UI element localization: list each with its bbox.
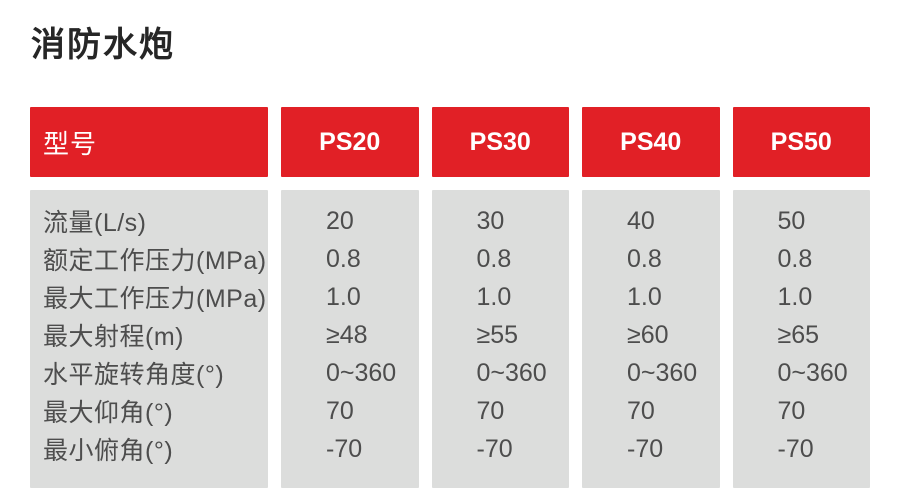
param-value: 1.0 <box>476 282 512 311</box>
param-value: 0.8 <box>476 244 512 273</box>
param-value: 70 <box>777 396 806 425</box>
param-value: ≥55 <box>476 320 519 349</box>
param-value: 70 <box>476 396 505 425</box>
param-value: 50 <box>777 206 806 235</box>
param-value: 0.8 <box>627 244 662 273</box>
param-value: ≥48 <box>326 320 368 349</box>
param-value: -70 <box>627 434 664 463</box>
param-value: 1.0 <box>627 282 662 311</box>
page-title: 消防水炮 <box>31 26 175 64</box>
values-column-ps40: 40 0.8 1.0 ≥60 0~360 70 -70 <box>582 190 720 488</box>
values-column-ps50: 50 0.8 1.0 ≥65 0~360 70 -70 <box>732 190 870 488</box>
param-value: 40 <box>627 206 655 235</box>
header-cell-ps20: PS20 <box>281 107 419 177</box>
param-value: 0.8 <box>326 244 361 273</box>
param-value: 30 <box>476 206 505 235</box>
param-value: 70 <box>627 396 655 425</box>
param-value: 0~360 <box>627 358 698 387</box>
param-value: ≥60 <box>627 320 669 349</box>
param-value: 1.0 <box>326 282 361 311</box>
param-value: 0~360 <box>777 358 848 387</box>
param-label: 额定工作压力(MPa) <box>43 247 267 275</box>
param-value: -70 <box>476 434 513 463</box>
param-value: 0~360 <box>476 358 547 387</box>
header-cell-ps30: PS30 <box>431 107 569 177</box>
param-label: 最大工作压力(MPa) <box>43 285 267 313</box>
param-labels-column: 流量(L/s) 额定工作压力(MPa) 最大工作压力(MPa) 最大射程(m) 水平旋转… <box>30 190 268 488</box>
param-value: -70 <box>777 434 814 463</box>
param-label: 流量(L/s) <box>43 209 147 237</box>
param-value: 1.0 <box>777 282 813 311</box>
param-value: 0~360 <box>326 358 397 387</box>
param-label: 水平旋转角度(°) <box>43 361 225 389</box>
spec-table: 型号 PS20 PS30 PS40 PS50 流量(L/s) 额定工作压力(MPa… <box>30 107 870 488</box>
param-label: 最小俯角(°) <box>43 437 174 465</box>
header-cell-ps40: PS40 <box>582 107 720 177</box>
param-value: 70 <box>326 396 354 425</box>
param-value: 0.8 <box>777 244 813 273</box>
header-cell-model: 型号 <box>30 107 268 177</box>
values-column-ps30: 30 0.8 1.0 ≥55 0~360 70 -70 <box>431 190 569 488</box>
param-value: 20 <box>326 206 354 235</box>
param-value: -70 <box>326 434 363 463</box>
param-value: ≥65 <box>777 320 820 349</box>
header-cell-ps50: PS50 <box>732 107 870 177</box>
values-column-ps20: 20 0.8 1.0 ≥48 0~360 70 -70 <box>281 190 419 488</box>
param-label: 最大射程(m) <box>43 323 184 351</box>
param-label: 最大仰角(°) <box>43 399 174 427</box>
